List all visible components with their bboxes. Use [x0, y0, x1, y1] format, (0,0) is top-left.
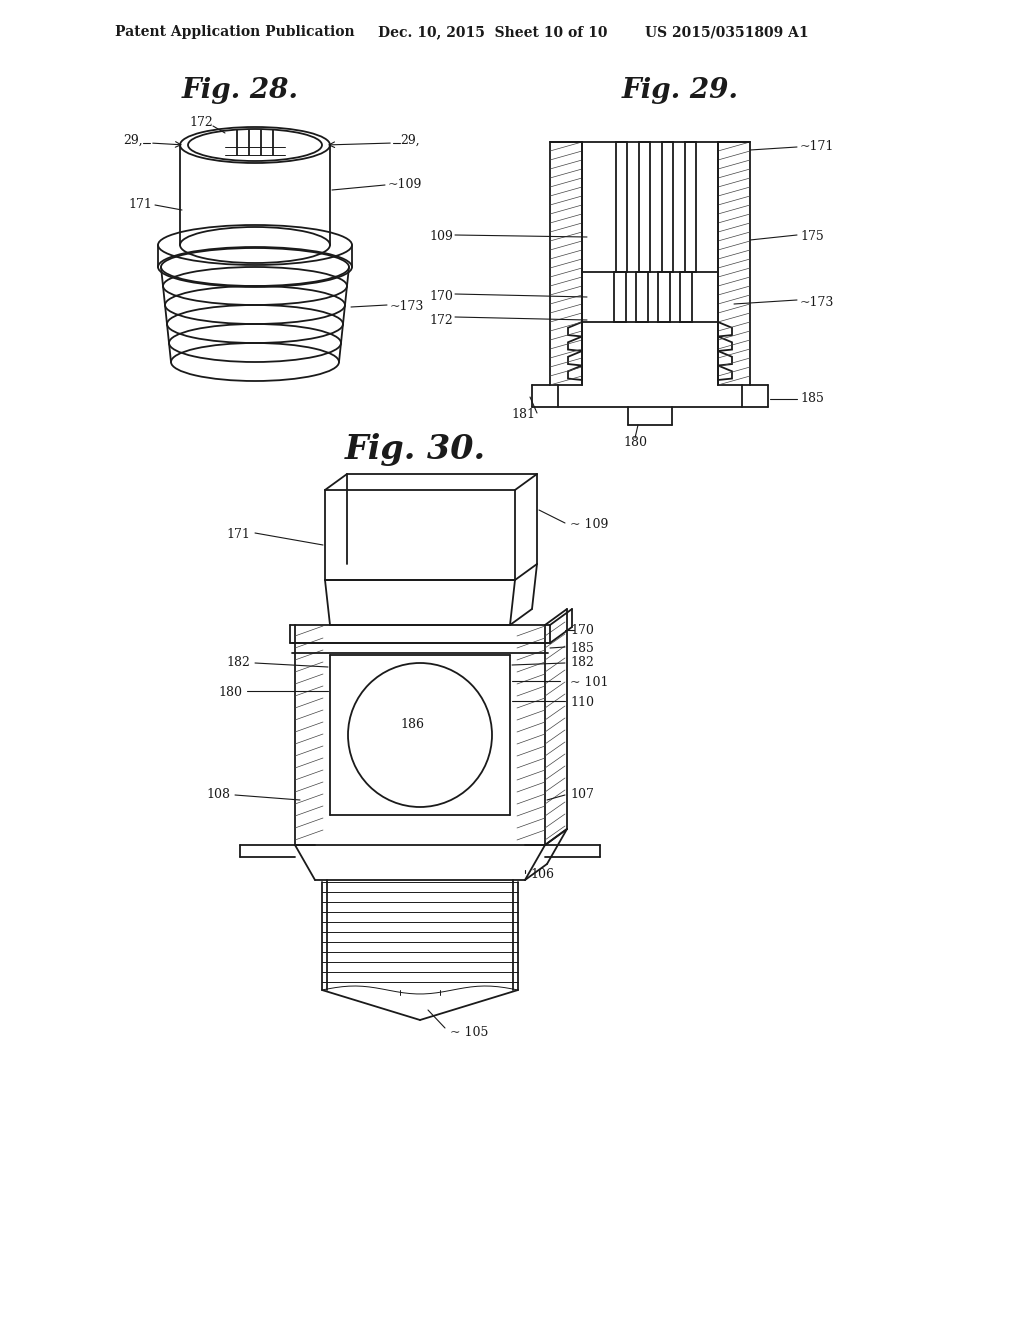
Text: 181: 181 [511, 408, 535, 421]
Text: 110: 110 [570, 697, 594, 710]
Polygon shape [568, 337, 582, 351]
Polygon shape [662, 143, 673, 272]
Text: 171: 171 [226, 528, 250, 541]
Polygon shape [685, 143, 696, 272]
Polygon shape [639, 143, 650, 272]
Text: 182: 182 [226, 656, 250, 669]
Text: Fig. 28.: Fig. 28. [181, 77, 299, 103]
Text: ~ 105: ~ 105 [450, 1026, 488, 1039]
Polygon shape [680, 272, 692, 322]
Text: 172: 172 [189, 116, 213, 129]
Polygon shape [614, 272, 626, 322]
Text: Patent Application Publication: Patent Application Publication [115, 25, 354, 40]
Text: 29,: 29, [123, 133, 143, 147]
Polygon shape [718, 337, 732, 351]
Polygon shape [325, 579, 515, 624]
Text: 106: 106 [530, 869, 554, 882]
Text: 170: 170 [429, 290, 453, 304]
Polygon shape [718, 322, 732, 337]
Polygon shape [718, 143, 750, 385]
Polygon shape [636, 272, 648, 322]
Text: 185: 185 [570, 642, 594, 655]
Text: 175: 175 [800, 231, 823, 243]
Polygon shape [658, 272, 670, 322]
Text: 180: 180 [218, 686, 242, 700]
Polygon shape [568, 322, 582, 337]
Polygon shape [550, 143, 582, 385]
Text: 107: 107 [570, 788, 594, 801]
Text: 171: 171 [128, 198, 152, 211]
Text: ~173: ~173 [390, 301, 424, 314]
Text: 109: 109 [429, 231, 453, 243]
Text: 170: 170 [570, 623, 594, 636]
Polygon shape [616, 143, 627, 272]
Polygon shape [568, 351, 582, 366]
Text: 172: 172 [429, 314, 453, 326]
Text: Fig. 30.: Fig. 30. [344, 433, 485, 466]
Text: 29,: 29, [400, 133, 420, 147]
Polygon shape [718, 351, 732, 366]
Text: 180: 180 [623, 437, 647, 450]
Text: ~ 101: ~ 101 [570, 676, 608, 689]
Text: Fig. 29.: Fig. 29. [622, 77, 738, 103]
Polygon shape [568, 366, 582, 380]
Text: ~ 109: ~ 109 [570, 519, 608, 532]
Text: 185: 185 [800, 392, 824, 405]
Text: Dec. 10, 2015  Sheet 10 of 10: Dec. 10, 2015 Sheet 10 of 10 [378, 25, 607, 40]
Text: 186: 186 [400, 718, 424, 731]
Text: ~173: ~173 [800, 296, 835, 309]
Text: ~109: ~109 [388, 178, 422, 191]
Text: 108: 108 [206, 788, 230, 801]
Text: US 2015/0351809 A1: US 2015/0351809 A1 [645, 25, 809, 40]
Polygon shape [718, 366, 732, 380]
Text: ~171: ~171 [800, 140, 835, 153]
Text: 182: 182 [570, 656, 594, 669]
